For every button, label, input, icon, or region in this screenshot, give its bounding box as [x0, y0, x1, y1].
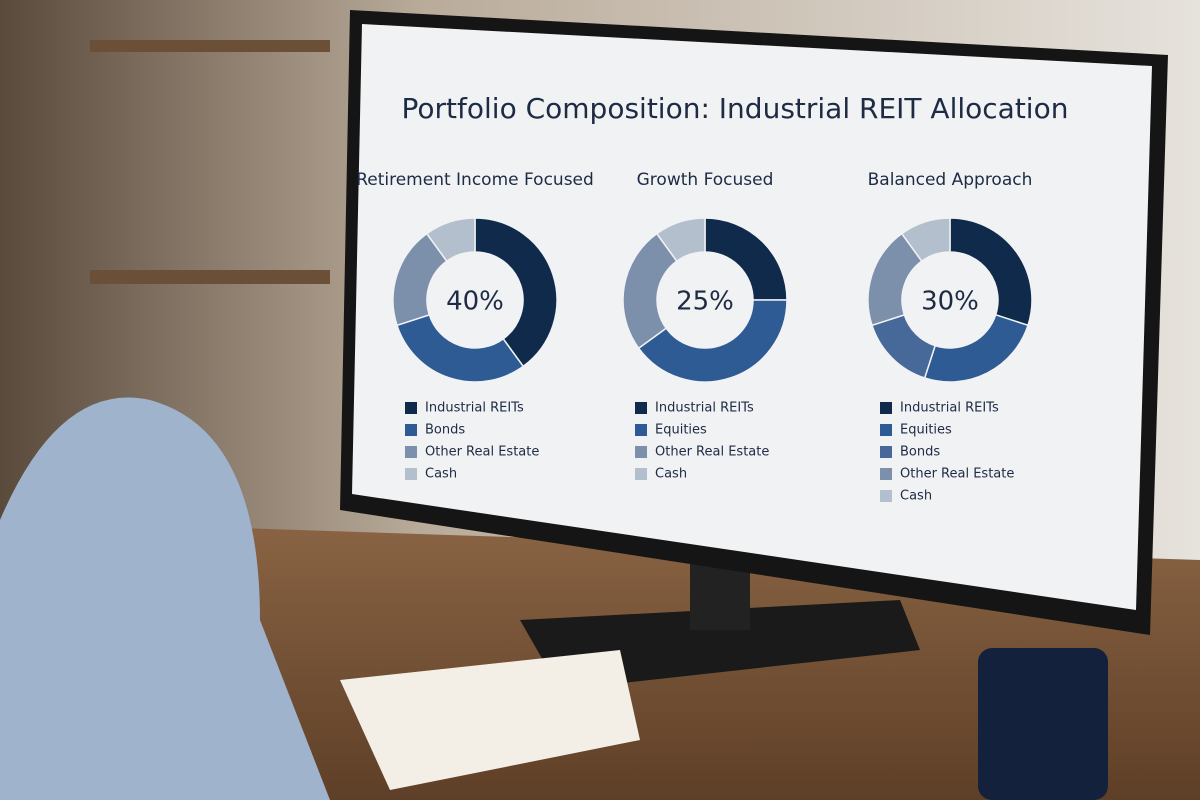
donut-segment [637, 299, 788, 383]
legend-swatch [405, 424, 417, 436]
legend-swatch [880, 424, 892, 436]
legend-swatch [880, 402, 892, 414]
chart-title: Retirement Income Focused [356, 170, 594, 190]
legend-label: Equities [655, 423, 707, 438]
legend-swatch [635, 402, 647, 414]
legend-swatch [880, 468, 892, 480]
legend-swatch [635, 468, 647, 480]
legend-label: Industrial REITs [900, 401, 999, 416]
mug [978, 648, 1108, 800]
center-label: 25% [676, 287, 734, 317]
chart-title: Balanced Approach [868, 170, 1033, 190]
legend-swatch [405, 468, 417, 480]
legend-swatch [880, 490, 892, 502]
person [0, 397, 330, 800]
legend-label: Industrial REITs [425, 401, 524, 416]
shelf [90, 40, 330, 52]
donut-segment [425, 217, 476, 263]
legend-label: Other Real Estate [425, 445, 539, 460]
legend-swatch [405, 402, 417, 414]
donut-segment [396, 313, 525, 383]
donut-segment [900, 217, 951, 263]
legend-swatch [880, 446, 892, 458]
legend-swatch [635, 446, 647, 458]
legend-label: Cash [655, 467, 687, 482]
legend-label: Industrial REITs [655, 401, 754, 416]
donut-segment [949, 217, 1033, 327]
chart-title: Growth Focused [637, 170, 774, 190]
donut-segment [655, 217, 706, 263]
center-label: 40% [446, 287, 504, 317]
legend-swatch [635, 424, 647, 436]
legend-label: Bonds [900, 445, 940, 460]
legend-label: Other Real Estate [655, 445, 769, 460]
shelf [90, 270, 330, 284]
legend-label: Bonds [425, 423, 465, 438]
legend-label: Equities [900, 423, 952, 438]
center-label: 30% [921, 287, 979, 317]
legend-swatch [405, 446, 417, 458]
screen-title: Portfolio Composition: Industrial REIT A… [402, 92, 1069, 125]
donut-segment [474, 217, 558, 368]
legend-label: Cash [900, 489, 932, 504]
notebook [340, 650, 640, 790]
legend-label: Other Real Estate [900, 467, 1014, 482]
legend-label: Cash [425, 467, 457, 482]
